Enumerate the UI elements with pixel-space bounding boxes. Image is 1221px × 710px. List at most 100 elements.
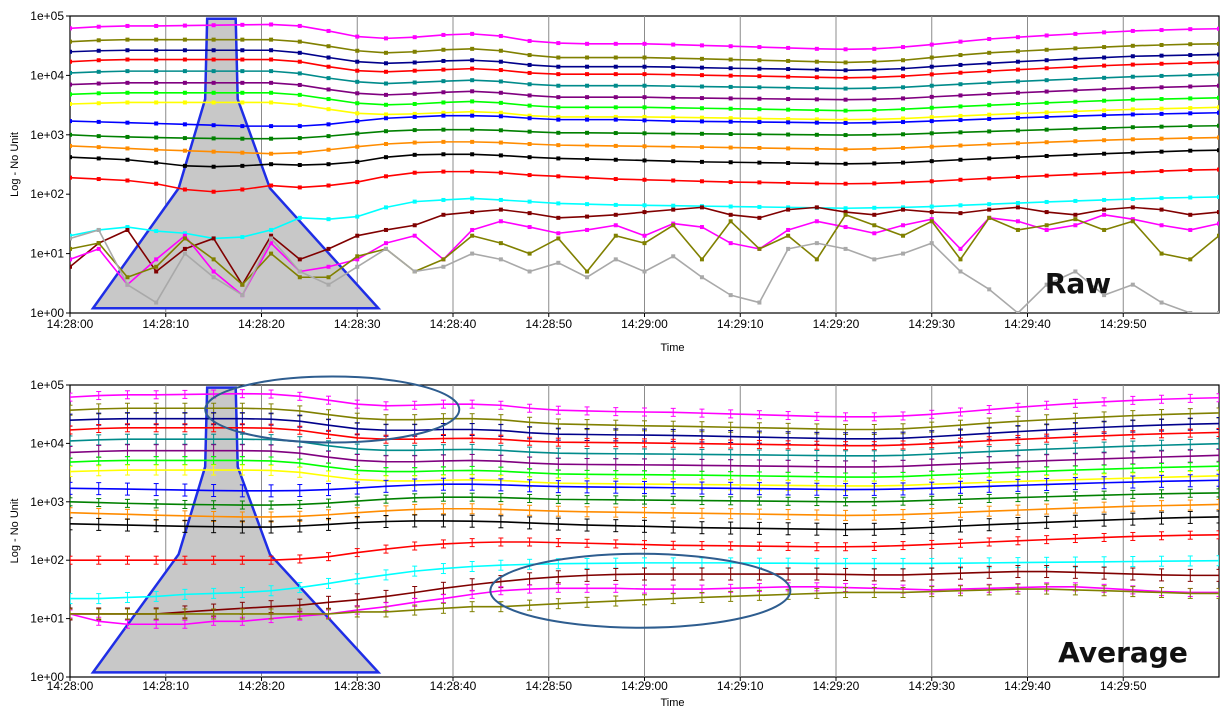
data-point (383, 155, 388, 160)
x-tick-label: 14:28:40 (430, 679, 477, 693)
data-point (613, 55, 618, 60)
data-point (70, 143, 72, 148)
data-point (843, 133, 848, 138)
data-point (326, 55, 331, 60)
data-point (671, 178, 676, 183)
data-point (613, 64, 618, 69)
data-point (355, 111, 360, 116)
data-point (527, 62, 532, 67)
data-point (498, 110, 503, 115)
y-tick-label: 1e+04 (30, 68, 64, 82)
data-point (470, 31, 475, 36)
x-tick-label: 14:28:50 (525, 679, 572, 693)
data-point (125, 275, 130, 280)
data-point (757, 116, 762, 121)
data-point (297, 50, 302, 55)
data-point (1102, 227, 1107, 232)
data-point (556, 260, 561, 265)
data-point (1188, 96, 1193, 101)
data-point (699, 257, 704, 262)
data-point (929, 55, 934, 60)
data-point (699, 159, 704, 164)
data-point (1044, 199, 1049, 204)
data-point (498, 219, 503, 224)
data-point (872, 146, 877, 151)
data-point (1217, 26, 1219, 31)
data-point (958, 113, 963, 118)
data-point (642, 64, 647, 69)
data-point (1217, 167, 1219, 172)
data-point (1130, 219, 1135, 224)
data-point (70, 233, 72, 238)
x-tick-label: 14:28:00 (47, 317, 94, 331)
data-point (987, 103, 992, 108)
data-point (556, 72, 561, 77)
data-point (814, 108, 819, 113)
data-point (699, 73, 704, 78)
data-point (1217, 105, 1219, 110)
data-point (1044, 47, 1049, 52)
data-point (585, 214, 590, 219)
data-point (556, 55, 561, 60)
data-point (786, 97, 791, 102)
average-chart-panel: 14:28:00 14:28:10 14:28:20 14:28:30 14:28:40… (9, 375, 1220, 709)
data-point (527, 199, 532, 204)
data-point (470, 66, 475, 71)
data-point (211, 23, 216, 28)
data-point (1217, 233, 1219, 238)
data-point (1159, 207, 1164, 212)
data-point (412, 233, 417, 238)
y-tick-label: 1e+00 (30, 670, 64, 684)
data-point (527, 116, 532, 121)
data-point (211, 48, 216, 53)
data-point (1044, 227, 1049, 232)
data-point (383, 174, 388, 179)
data-point (70, 59, 72, 64)
data-point (929, 42, 934, 47)
data-point (786, 227, 791, 232)
data-point (211, 236, 216, 241)
data-point (154, 229, 159, 234)
y-tick-label: 1e+04 (30, 436, 64, 450)
data-point (1130, 282, 1135, 287)
data-point (70, 39, 72, 44)
data-point (958, 211, 963, 216)
data-point (211, 90, 216, 95)
data-point (1044, 114, 1049, 119)
data-point (383, 61, 388, 66)
data-point (240, 150, 245, 155)
data-point (1217, 60, 1219, 65)
data-point (728, 44, 733, 49)
data-point (412, 170, 417, 175)
data-point (872, 257, 877, 262)
data-point (269, 236, 274, 241)
data-point (958, 157, 963, 162)
data-point (872, 108, 877, 113)
data-point (1102, 151, 1107, 156)
data-point (125, 282, 130, 287)
data-point (326, 28, 331, 33)
data-point (1130, 137, 1135, 142)
data-point (211, 149, 216, 154)
data-point (728, 212, 733, 217)
data-point (987, 61, 992, 66)
data-point (1073, 46, 1078, 51)
data-point (527, 211, 532, 216)
data-point (843, 68, 848, 73)
data-point (929, 131, 934, 136)
data-point (326, 134, 331, 139)
data-point (556, 105, 561, 110)
data-point (757, 180, 762, 185)
data-point (901, 45, 906, 50)
data-point (154, 57, 159, 62)
data-point (728, 293, 733, 298)
data-point (958, 53, 963, 58)
data-point (297, 275, 302, 280)
data-point (182, 187, 187, 192)
data-point (96, 48, 101, 53)
data-point (211, 57, 216, 62)
data-point (1102, 75, 1107, 80)
data-point (527, 225, 532, 230)
data-point (556, 236, 561, 241)
